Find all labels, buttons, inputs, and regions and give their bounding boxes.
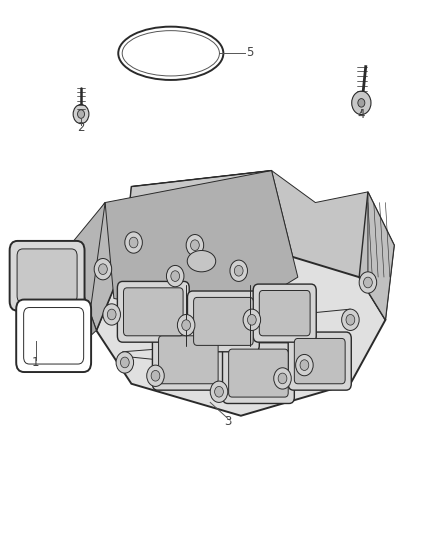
Circle shape [247,314,256,325]
Circle shape [94,259,112,280]
Polygon shape [70,203,123,330]
FancyBboxPatch shape [159,336,218,384]
Polygon shape [359,192,394,320]
Polygon shape [105,171,298,309]
Text: 4: 4 [357,108,365,121]
Ellipse shape [118,27,223,80]
Polygon shape [96,245,385,416]
Circle shape [116,352,134,373]
Circle shape [125,232,142,253]
Circle shape [243,309,261,330]
Circle shape [171,271,180,281]
Polygon shape [123,171,298,298]
Text: 2: 2 [77,122,85,134]
Text: 3: 3 [224,415,231,427]
Circle shape [352,91,371,115]
Circle shape [120,357,129,368]
Circle shape [346,314,355,325]
Circle shape [166,265,184,287]
FancyBboxPatch shape [124,288,183,336]
Circle shape [274,368,291,389]
Polygon shape [359,192,394,320]
Text: 5: 5 [246,46,253,59]
Circle shape [278,373,287,384]
FancyBboxPatch shape [117,281,189,342]
Ellipse shape [187,251,216,272]
FancyBboxPatch shape [16,300,91,372]
Circle shape [147,365,164,386]
Circle shape [234,265,243,276]
Circle shape [364,277,372,288]
Circle shape [342,309,359,330]
FancyBboxPatch shape [194,297,253,345]
FancyBboxPatch shape [229,349,288,397]
Circle shape [73,104,89,124]
FancyBboxPatch shape [223,343,294,403]
FancyBboxPatch shape [10,241,85,311]
FancyBboxPatch shape [152,329,224,390]
Circle shape [186,235,204,256]
FancyBboxPatch shape [24,308,84,364]
Circle shape [359,272,377,293]
Circle shape [191,240,199,251]
Polygon shape [105,171,368,330]
FancyBboxPatch shape [17,249,77,303]
FancyBboxPatch shape [253,284,316,342]
FancyBboxPatch shape [187,291,259,352]
Circle shape [300,360,309,370]
Circle shape [177,314,195,336]
Circle shape [151,370,160,381]
Circle shape [103,304,120,325]
FancyBboxPatch shape [259,290,310,336]
Polygon shape [53,203,105,330]
Circle shape [230,260,247,281]
Circle shape [215,386,223,397]
Circle shape [358,99,365,107]
Circle shape [78,110,85,118]
Circle shape [296,354,313,376]
Polygon shape [57,256,96,346]
FancyBboxPatch shape [294,338,345,384]
FancyBboxPatch shape [288,332,351,390]
Circle shape [182,320,191,330]
Ellipse shape [122,31,219,76]
Polygon shape [123,171,272,266]
Circle shape [129,237,138,248]
Circle shape [210,381,228,402]
Text: 1: 1 [32,356,40,369]
Circle shape [99,264,107,274]
Circle shape [107,309,116,320]
